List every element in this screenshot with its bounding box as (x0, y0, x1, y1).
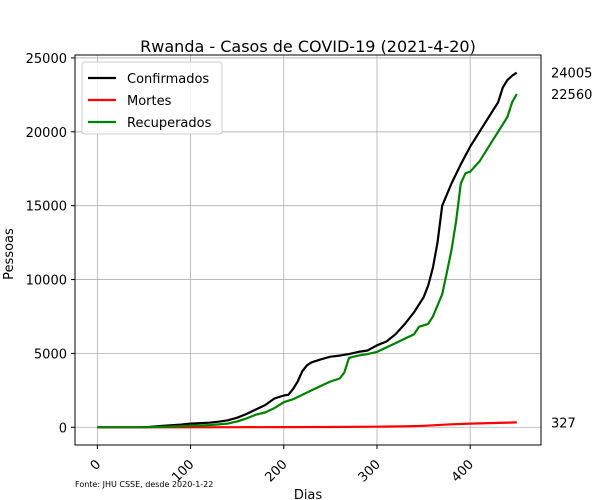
plot-frame (74, 54, 542, 446)
series-lines (97, 71, 518, 429)
end-label-mortes: 327 (551, 416, 576, 431)
source-note: Fonte: JHU CSSE, desde 2020-1-22 (75, 480, 213, 489)
y-tick-label: 20000 (26, 126, 67, 141)
legend-label-mortes: Mortes (127, 94, 172, 109)
legend: Confirmados Mortes Recuperados (81, 61, 223, 135)
legend-label-recuperados: Recuperados (127, 116, 212, 131)
x-tick-label: 200 (262, 457, 290, 485)
end-labels: 24005 327 22560 (551, 67, 592, 432)
y-tick-label: 25000 (26, 52, 67, 67)
y-tick-label: 0 (59, 421, 67, 436)
series-line-mortes (97, 421, 517, 429)
y-tick-label: 5000 (34, 347, 67, 362)
end-label-recuperados: 22560 (551, 88, 592, 103)
y-axis-label: Pessoas (2, 228, 17, 280)
x-tick-label: 0 (88, 457, 104, 473)
legend-label-confirmados: Confirmados (127, 72, 209, 87)
y-tick-label: 10000 (26, 274, 67, 289)
chart-title: Rwanda - Casos de COVID-19 (2021-4-20) (140, 37, 476, 56)
y-tick-label: 15000 (26, 200, 67, 215)
legend-box (81, 61, 223, 135)
series-line-confirmados (97, 71, 518, 429)
x-tick-label: 300 (356, 457, 384, 485)
series-line-recuperados (97, 93, 518, 429)
end-label-confirmados: 24005 (551, 67, 592, 82)
x-axis-label: Dias (294, 488, 323, 500)
x-tick-label: 400 (449, 457, 477, 485)
